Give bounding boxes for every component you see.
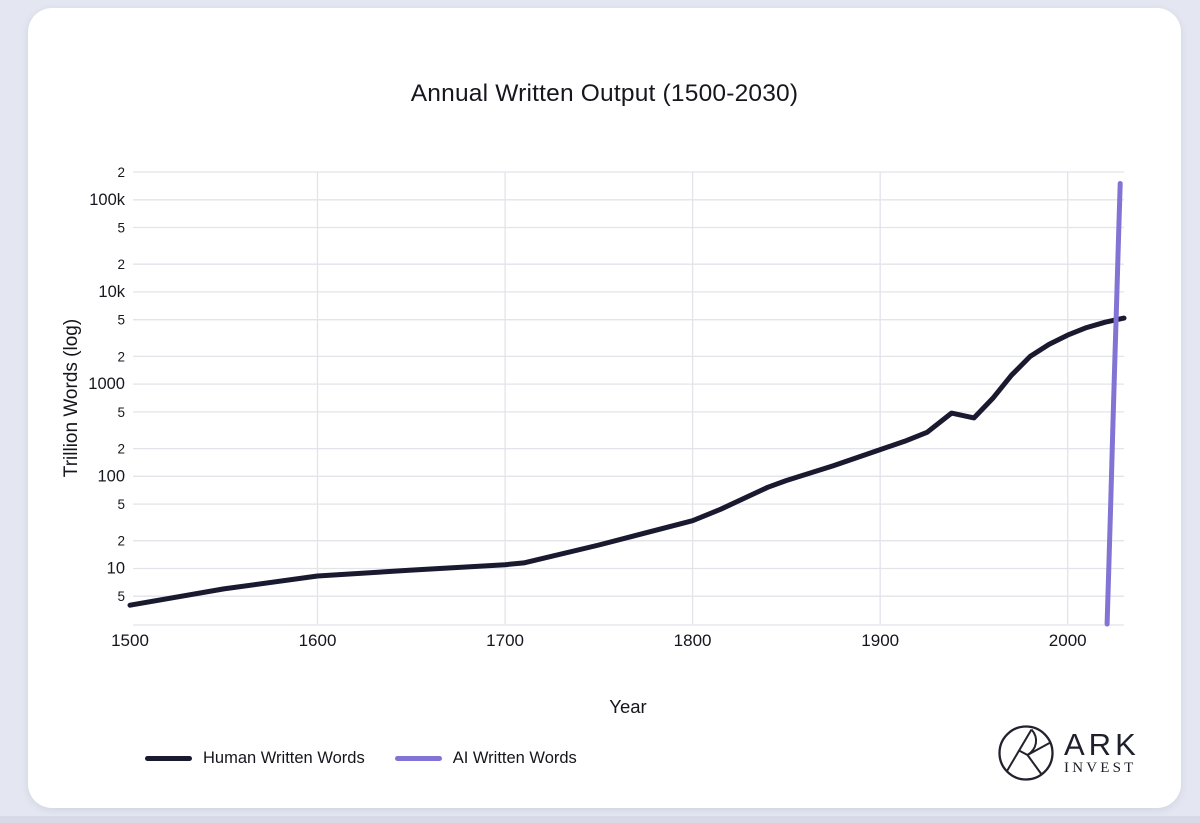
human-line-swatch-icon (145, 756, 192, 761)
y-tick-label: 2 (117, 442, 125, 457)
legend-item-human: Human Written Words (145, 749, 365, 768)
ark-invest-logo: ARK INVEST (997, 724, 1140, 782)
y-axis-title: Trillion Words (log) (61, 318, 82, 478)
legend: Human Written Words AI Written Words (145, 749, 577, 768)
y-tick-label: 5 (117, 313, 125, 328)
x-axis-title: Year (609, 696, 647, 717)
y-tick-label: 2 (117, 349, 125, 364)
x-tick-label: 2000 (1049, 631, 1087, 650)
y-tick-label: 100 (97, 467, 125, 485)
y-tick-label: 2 (117, 534, 125, 549)
y-tick-label: 2 (117, 257, 125, 272)
series-line-human (127, 315, 1127, 608)
bottom-strip (0, 816, 1200, 823)
chart-card: Annual Written Output (1500-2030) 5 10 2 5 1… (28, 8, 1181, 808)
x-tick-label: 1700 (486, 631, 524, 650)
ai-line-swatch-icon (394, 756, 442, 761)
brand-name: ARK (1064, 726, 1140, 762)
x-tick-label: 1900 (861, 631, 899, 650)
legend-label-human: Human Written Words (203, 749, 365, 767)
y-tick-label: 5 (117, 221, 125, 236)
x-tick-label: 1800 (674, 631, 712, 650)
chart-title: Annual Written Output (1500-2030) (410, 80, 799, 107)
legend-label-ai: AI Written Words (452, 749, 577, 767)
brand-subname: INVEST (1064, 759, 1137, 776)
series-line-ai (1104, 181, 1123, 627)
x-tick-label: 1500 (111, 631, 149, 650)
y-tick-label: 10k (98, 283, 125, 301)
legend-item-ai: AI Written Words (394, 749, 577, 768)
ark-logo-mark-icon (998, 725, 1054, 781)
y-tick-label: 5 (117, 589, 125, 604)
chart-plot-area: 5 10 2 5 100 2 5 1000 2 5 10k 2 5 100k 2 1500 1600 1700 18… (88, 165, 1127, 650)
y-tick-label: 10 (107, 560, 125, 578)
y-tick-label: 5 (117, 405, 125, 420)
x-tick-label: 1600 (299, 631, 337, 650)
y-tick-label: 1000 (88, 375, 125, 393)
y-tick-label: 100k (89, 191, 126, 209)
y-tick-label: 2 (117, 165, 125, 180)
ark-logo-text: ARK INVEST (1064, 726, 1140, 777)
y-tick-label: 5 (117, 497, 125, 512)
